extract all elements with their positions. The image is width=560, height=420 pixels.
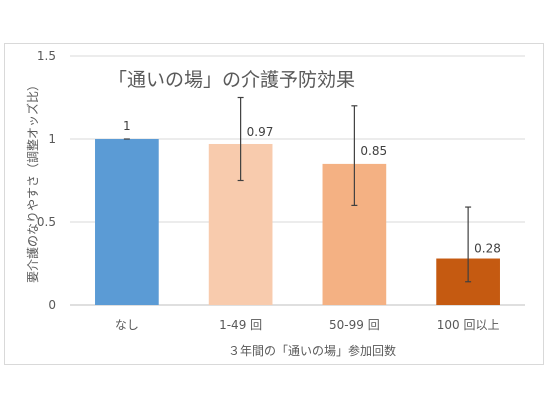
data-label: 1 [123, 119, 131, 133]
data-label: 0.85 [360, 144, 387, 158]
x-tick-label: 50-99 回 [329, 318, 380, 332]
x-tick-label: なし [115, 318, 139, 332]
y-tick-label: 1 [48, 132, 56, 146]
chart-frame [4, 43, 544, 365]
y-tick-label: 0.5 [37, 215, 56, 229]
x-axis-label: ３年間の「通いの場」参加回数 [228, 343, 396, 358]
data-labels: 1 0.97 0.85 0.28 [123, 119, 501, 256]
chart-title: 「通いの場」の介護予防効果 [108, 69, 355, 91]
x-tick-labels: なし 1-49 回 50-99 回 100 回以上 [115, 318, 500, 332]
bar [95, 139, 159, 305]
x-tick-label: 100 回以上 [437, 318, 500, 332]
y-tick-labels: 0 0.5 1 1.5 [37, 49, 56, 312]
y-tick-label: 0 [48, 298, 56, 312]
error-bars [123, 96, 472, 283]
x-tick-label: 1-49 回 [219, 318, 262, 332]
y-axis-label: 要介護のなりやすさ（調整オッズ比） [25, 79, 40, 283]
data-label: 0.28 [474, 242, 501, 256]
data-label: 0.97 [247, 125, 274, 139]
y-tick-label: 1.5 [37, 49, 56, 63]
